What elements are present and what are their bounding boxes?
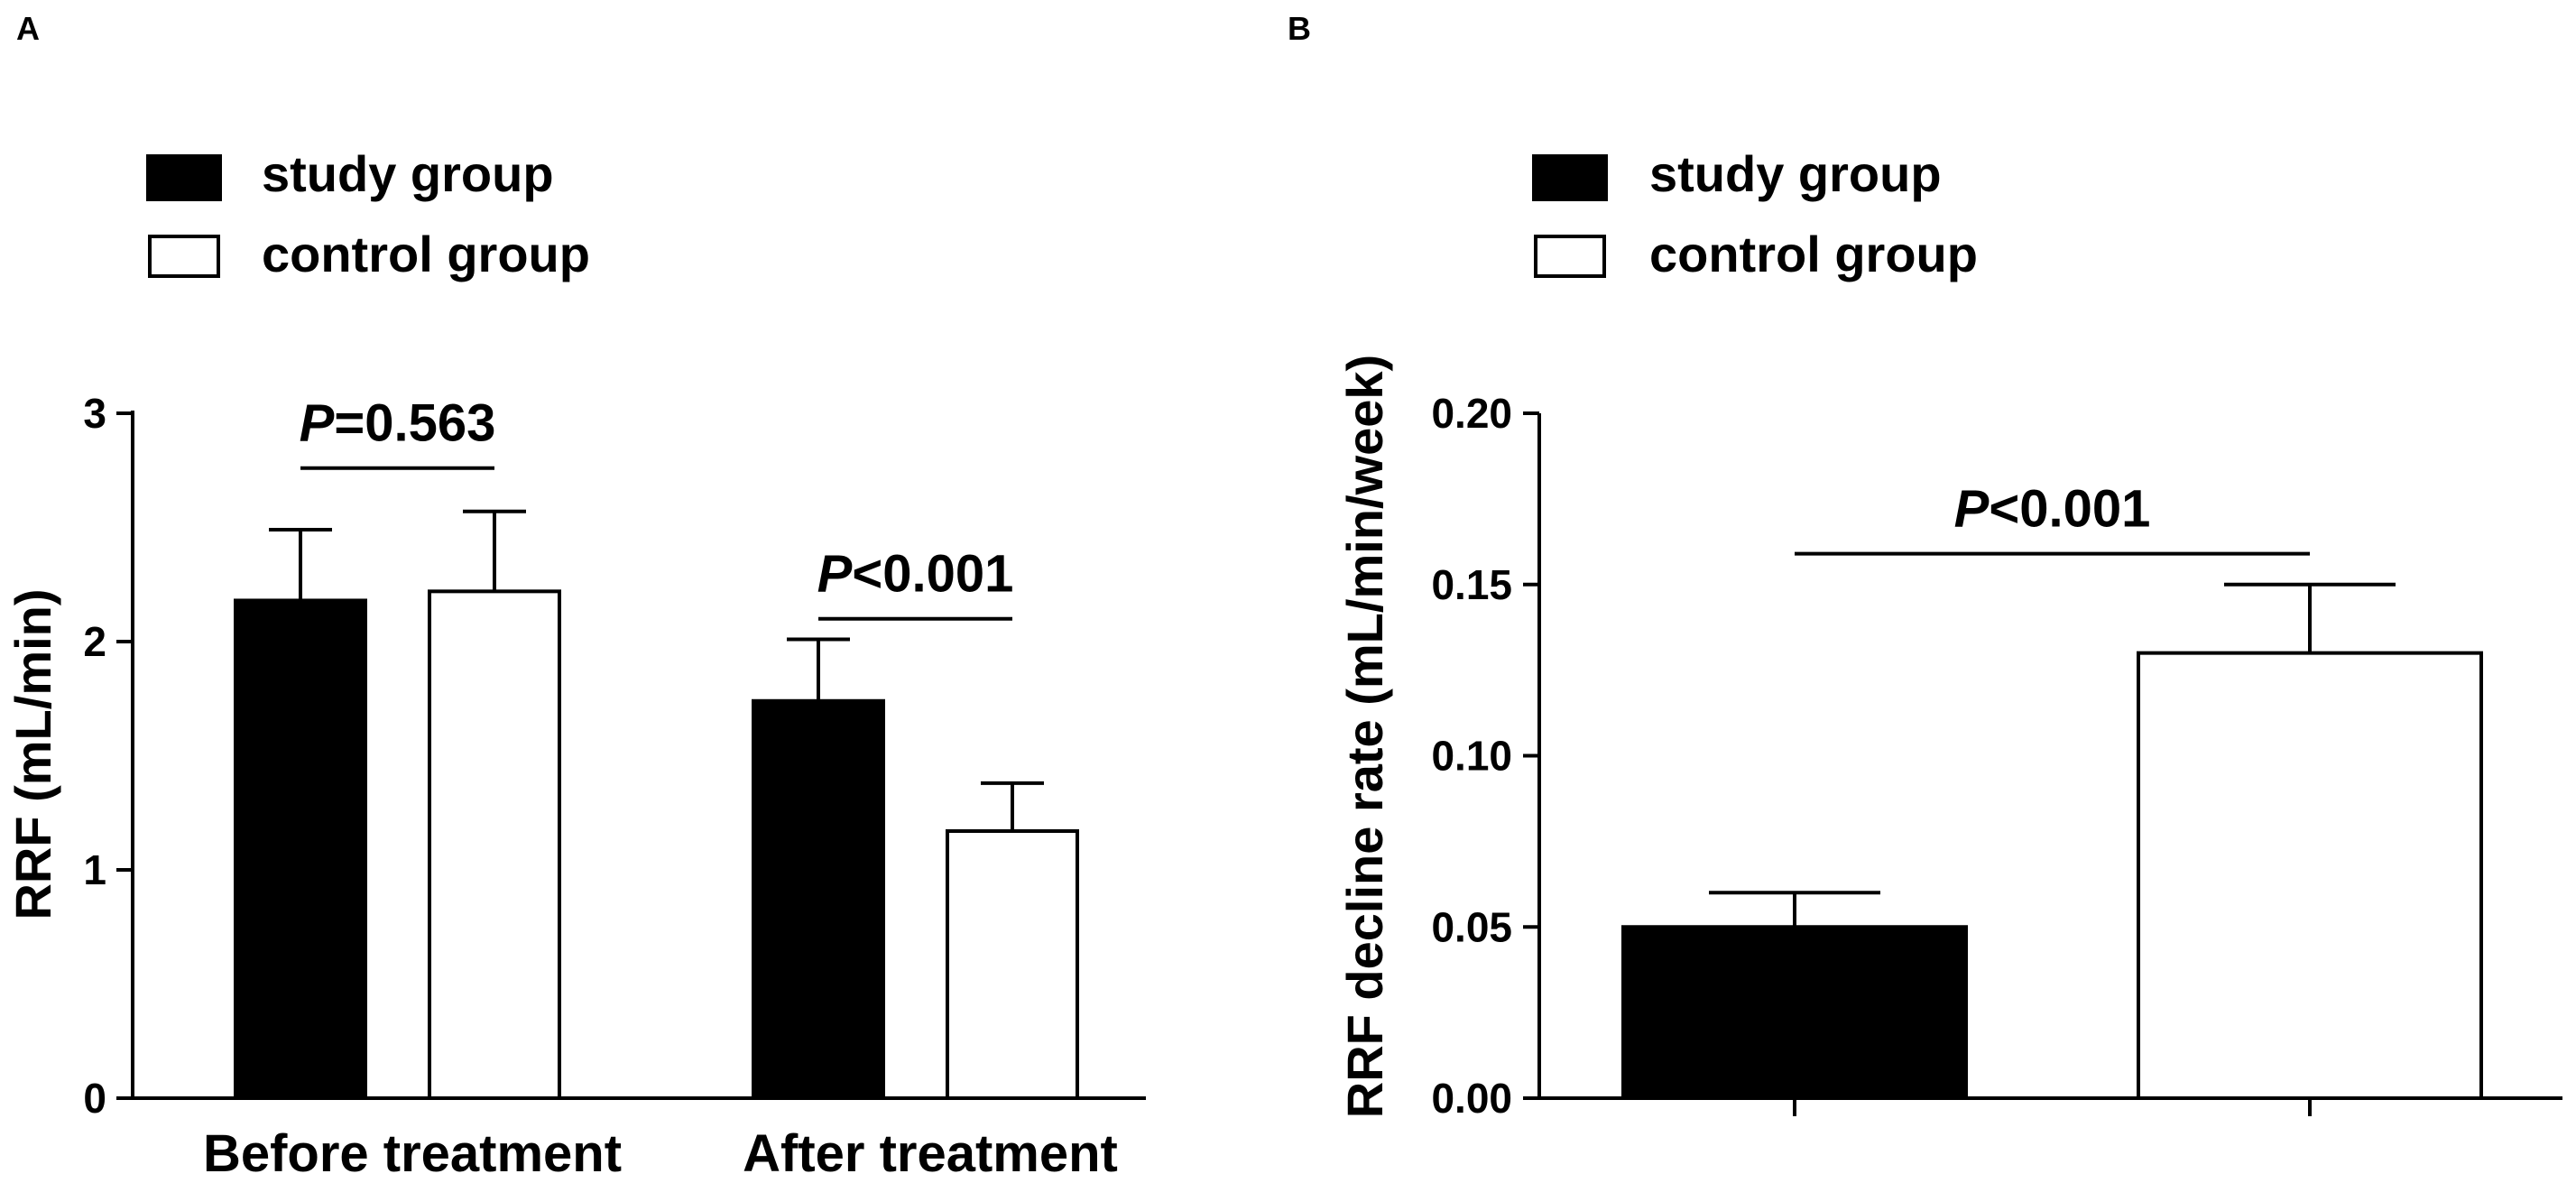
bar-control-group-after-treatment: [946, 828, 1079, 1100]
panel-b-y-tick-label: 0.20: [1431, 390, 1512, 437]
panel-a: A study group control group 0 1 2 3 RRF (mL…: [5, 10, 1146, 1183]
panel-a-significance: P=0.563 P<0.001: [300, 394, 1014, 621]
panel-b-label: B: [1288, 10, 1311, 47]
legend-label-control-group: control group: [1649, 226, 1978, 282]
panel-b-y-tick-label: 0.10: [1431, 733, 1512, 780]
error-bar-study-group-before-treatment: [269, 528, 332, 601]
bar-control-group: [2137, 651, 2483, 1101]
error-bar-study-group: [1709, 891, 1880, 928]
panel-a-bars: [234, 589, 1079, 1101]
error-bar-control-group-before-treatment: [463, 509, 526, 592]
x-tick-label-before-treatment: Before treatment: [203, 1124, 622, 1183]
panel-b-y-ticks: 0.00 0.05 0.10 0.15 0.20: [1431, 390, 1539, 1122]
error-bar-study-group-after-treatment: [787, 637, 850, 701]
panel-b-y-tick-label: 0.05: [1431, 903, 1512, 950]
p-value-label: P=0.563: [300, 394, 496, 453]
legend-swatch-control-group: [148, 235, 220, 278]
panel-a-y-tick-label: 0: [83, 1075, 106, 1122]
panel-b-y-tick-label: 0.15: [1431, 561, 1512, 608]
p-value-label: P<0.001: [1954, 480, 2151, 539]
legend-label-study-group: study group: [262, 145, 554, 202]
bar-study-group: [1621, 925, 1968, 1100]
legend-swatch-control-group: [1534, 235, 1606, 278]
panel-b: B study group control group 0.00 0.05 0.10…: [1288, 10, 2562, 1122]
panel-a-error-bars: [269, 509, 1044, 831]
bar-study-group-before-treatment: [234, 598, 367, 1100]
panel-a-label: A: [16, 10, 40, 47]
significance-study-vs-control: P<0.001: [1795, 480, 2310, 556]
panel-b-x-ticks: [1793, 1098, 2312, 1116]
x-tick-label-after-treatment: After treatment: [743, 1124, 1118, 1183]
legend-label-study-group: study group: [1649, 145, 1942, 202]
panel-b-error-bars: [1709, 582, 2396, 928]
significance-after-treatment: P<0.001: [817, 545, 1014, 621]
bar-study-group-after-treatment: [752, 698, 885, 1101]
panel-a-y-axis-label: RRF (mL/min): [5, 588, 61, 920]
panel-a-legend: study group control group: [146, 145, 590, 282]
panel-a-y-tick-label: 3: [83, 390, 106, 437]
p-value-label: P<0.001: [817, 545, 1014, 604]
significance-before-treatment: P=0.563: [300, 394, 496, 470]
legend-swatch-study-group: [146, 154, 222, 201]
legend-label-control-group: control group: [262, 226, 590, 282]
legend-swatch-study-group: [1532, 154, 1608, 201]
error-bar-control-group: [2224, 582, 2396, 653]
panel-a-y-tick-label: 2: [83, 618, 106, 665]
panel-b-significance: P<0.001: [1795, 480, 2310, 556]
panel-b-bars: [1621, 651, 2483, 1101]
panel-a-y-ticks: 0 1 2 3: [83, 390, 133, 1122]
panel-b-y-axis-label: RRF decline rate (mL/min/week): [1336, 355, 1393, 1118]
panel-a-y-axis: 0 1 2 3 RRF (mL/min): [5, 390, 134, 1122]
bar-control-group-before-treatment: [428, 589, 561, 1100]
error-bar-control-group-after-treatment: [981, 781, 1044, 831]
panel-b-legend: study group control group: [1532, 145, 1978, 282]
panel-b-y-tick-label: 0.00: [1431, 1075, 1512, 1122]
panel-b-y-axis: 0.00 0.05 0.10 0.15 0.20 RRF decline rate (m…: [1336, 355, 1541, 1122]
panel-a-y-tick-label: 1: [83, 846, 106, 893]
